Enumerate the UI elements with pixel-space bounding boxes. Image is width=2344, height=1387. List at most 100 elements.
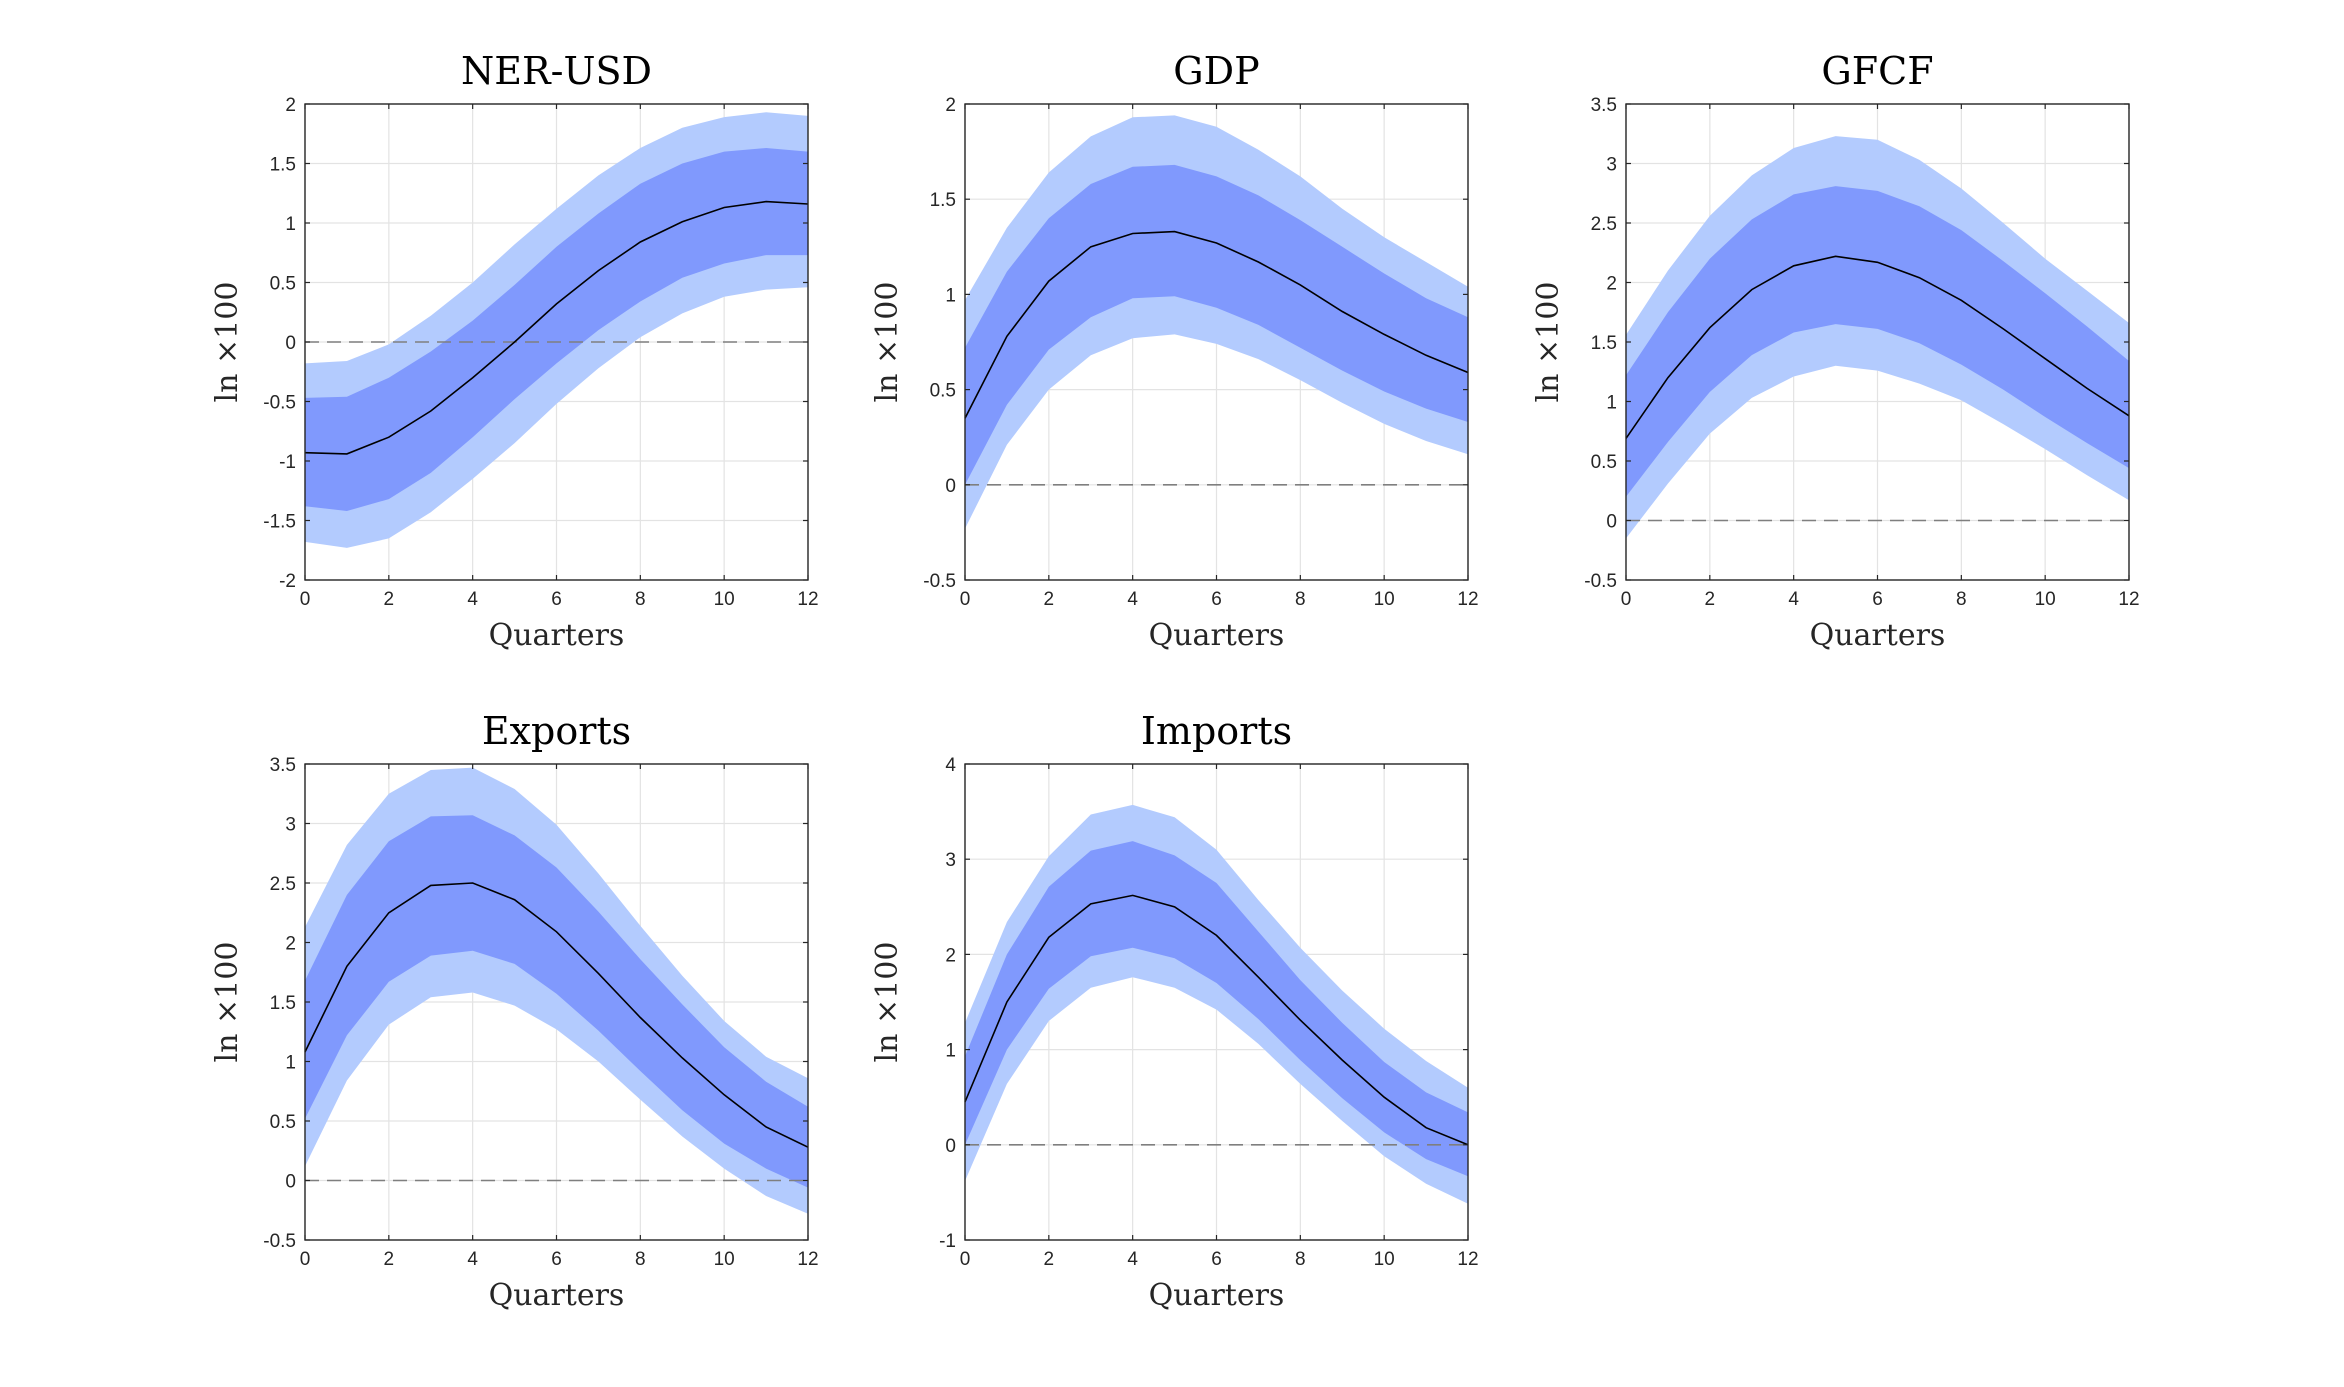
x-tick-label: 8: [1295, 589, 1306, 610]
y-tick-label: -0.5: [263, 393, 296, 414]
x-tick-label: 4: [467, 1249, 478, 1270]
y-tick-label: -0.5: [1584, 571, 1617, 592]
median-line: [1625, 255, 2130, 439]
inner-band: [305, 815, 808, 1188]
y-tick-label: 0.5: [270, 1112, 296, 1133]
y-tick-label: 4: [945, 755, 956, 776]
y-tick-label: 2: [285, 934, 296, 955]
x-axis-label: Quarters: [489, 1278, 625, 1313]
y-tick-label: 0.5: [270, 274, 296, 295]
y-tick-label: -0.5: [923, 571, 956, 592]
median-line: [304, 882, 809, 1148]
y-tick-label: 1: [945, 1041, 956, 1062]
y-tick-label: 0: [945, 1136, 956, 1157]
x-tick-label: 6: [1211, 589, 1222, 610]
chart-title: Imports: [1141, 709, 1292, 753]
x-tick-label: 10: [1374, 589, 1395, 610]
x-tick-label: 2: [1705, 589, 1716, 610]
x-axis-label: Quarters: [1810, 618, 1946, 653]
y-tick-label: -1.5: [263, 512, 296, 533]
x-tick-label: 8: [1295, 1249, 1306, 1270]
x-tick-label: 0: [960, 1249, 971, 1270]
y-tick-label: 3: [285, 815, 296, 836]
x-tick-label: 2: [384, 589, 395, 610]
y-tick-label: -2: [279, 571, 296, 592]
x-tick-label: 2: [384, 1249, 395, 1270]
y-tick-label: 3: [945, 850, 956, 871]
x-tick-label: 12: [797, 1249, 818, 1270]
chart-title: GFCF: [1821, 49, 1933, 93]
x-tick-label: 4: [1127, 1249, 1138, 1270]
x-tick-label: 6: [551, 589, 562, 610]
x-tick-label: 8: [635, 1249, 646, 1270]
y-tick-label: 0: [285, 333, 296, 354]
x-tick-label: 10: [714, 589, 735, 610]
x-axis-label: Quarters: [1149, 618, 1285, 653]
x-tick-label: 12: [1457, 1249, 1478, 1270]
y-axis-label: ln ×100: [1531, 282, 1566, 403]
median-line: [304, 200, 809, 455]
inner-band: [965, 164, 1468, 485]
y-tick-label: -1: [279, 452, 296, 473]
y-tick-label: 2.5: [1591, 214, 1617, 235]
x-tick-label: 0: [300, 1249, 311, 1270]
y-tick-label: -0.5: [263, 1231, 296, 1252]
x-axis-label: Quarters: [489, 618, 625, 653]
x-tick-label: 12: [797, 589, 818, 610]
x-tick-label: 8: [1956, 589, 1967, 610]
y-tick-label: 1.5: [270, 155, 296, 176]
panel-exports: 0 2 4 6 8 10 12-0.500.511.522.533.5ExportsQuar…: [210, 709, 819, 1313]
y-tick-label: -1: [939, 1231, 956, 1252]
inner-band: [965, 841, 1468, 1177]
y-tick-label: 1.5: [270, 993, 296, 1014]
x-tick-label: 4: [1788, 589, 1799, 610]
y-tick-label: 3.5: [270, 755, 296, 776]
y-tick-label: 2: [945, 95, 956, 116]
y-tick-label: 1.5: [930, 190, 956, 211]
median-line: [964, 230, 1469, 419]
y-tick-label: 1: [285, 214, 296, 235]
inner-band: [305, 148, 808, 511]
y-tick-label: 0.5: [930, 381, 956, 402]
y-tick-label: 1: [945, 285, 956, 306]
x-tick-label: 0: [960, 589, 971, 610]
x-tick-label: 10: [1374, 1249, 1395, 1270]
chart-title: GDP: [1173, 49, 1259, 93]
y-tick-label: 0: [1606, 512, 1617, 533]
y-tick-label: 0: [945, 476, 956, 497]
panel-ner-usd: 0 2 4 6 8 10 12 -2 -1.5 -1 -0.5 0 0.5 1 1.5 2 NER-USD Qua…: [210, 49, 819, 653]
x-tick-label: 6: [1872, 589, 1883, 610]
x-tick-label: 12: [1457, 589, 1478, 610]
x-tick-label: 10: [2035, 589, 2056, 610]
y-axis-label: ln ×100: [870, 942, 905, 1063]
chart-title: Exports: [482, 709, 631, 753]
x-tick-label: 2: [1044, 589, 1055, 610]
x-tick-label: 8: [635, 589, 646, 610]
x-tick-label: 0: [300, 589, 311, 610]
y-axis-label: ln ×100: [870, 282, 905, 403]
y-tick-label: 1.5: [1591, 333, 1617, 354]
y-tick-label: 2.5: [270, 874, 296, 895]
chart-title: NER-USD: [461, 49, 652, 93]
x-tick-label: 6: [551, 1249, 562, 1270]
y-tick-label: 0: [285, 1172, 296, 1193]
y-tick-label: 2: [945, 945, 956, 966]
x-axis-label: Quarters: [1149, 1278, 1285, 1313]
y-tick-label: 2: [1606, 274, 1617, 295]
inner-band: [1626, 186, 2129, 497]
x-tick-label: 0: [1621, 589, 1632, 610]
x-tick-label: 10: [714, 1249, 735, 1270]
x-tick-label: 12: [2118, 589, 2139, 610]
y-tick-label: 3: [1606, 155, 1617, 176]
y-tick-label: 3.5: [1591, 95, 1617, 116]
x-tick-label: 4: [1127, 589, 1138, 610]
y-tick-label: 1: [285, 1053, 296, 1074]
y-tick-label: 2: [285, 95, 296, 116]
x-tick-label: 6: [1211, 1249, 1222, 1270]
median-line: [964, 894, 1469, 1146]
panel-gfcf: 0 2 4 6 8 10 12-0.500.511.522.533.5GFCFQuarter…: [1531, 49, 2140, 653]
x-tick-label: 2: [1044, 1249, 1055, 1270]
